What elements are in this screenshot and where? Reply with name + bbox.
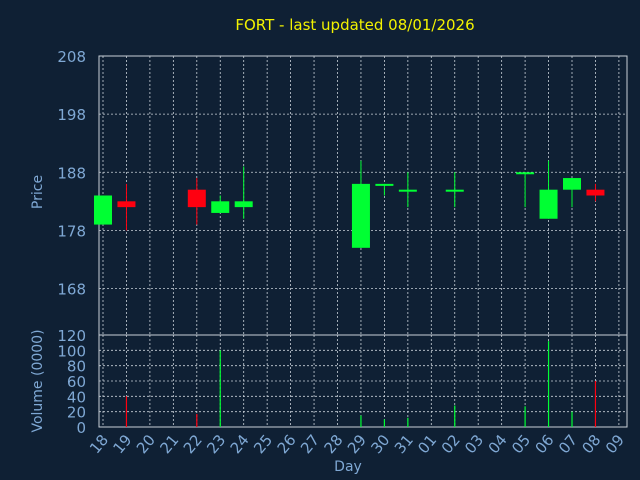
candle-body	[375, 183, 394, 186]
volume-panel-border	[98, 334, 628, 428]
candle-body	[539, 189, 558, 219]
volume-tick-label: 100	[57, 342, 86, 360]
volume-axis-label: Volume (0000)	[30, 329, 46, 432]
volume-tick-label: 80	[67, 358, 86, 376]
price-tick-label: 168	[57, 281, 86, 299]
candle-body	[187, 189, 206, 208]
price-tick-label: 198	[57, 106, 86, 124]
x-axis-label: Day	[334, 459, 362, 475]
volume-tick-label: 20	[67, 404, 86, 422]
price-tick-label: 188	[57, 164, 86, 182]
price-axis-label: Price	[30, 175, 46, 209]
x-axis: 1819202122232425262728293031010203040506…	[86, 431, 628, 457]
price-tick-label: 208	[57, 48, 86, 66]
price-panel: 168 178 188 198 208	[57, 48, 628, 336]
price-tick-label: 178	[57, 222, 86, 240]
candle-body	[398, 189, 417, 192]
candle-body	[117, 201, 136, 208]
volume-tick-label: 60	[67, 373, 86, 391]
candle-body	[351, 183, 370, 248]
candle-body	[94, 195, 112, 225]
volume-tick-label: 120	[57, 327, 86, 345]
volume-tick-label: 0	[76, 419, 86, 437]
volume-tick-label: 40	[67, 388, 86, 406]
chart-title: FORT - last updated 08/01/2026	[235, 16, 474, 34]
candle-body	[445, 189, 464, 192]
candle-body	[211, 201, 230, 213]
candle-body	[586, 189, 605, 196]
candle-body	[563, 178, 581, 190]
candle-body	[234, 201, 253, 208]
candle-body	[516, 172, 535, 175]
